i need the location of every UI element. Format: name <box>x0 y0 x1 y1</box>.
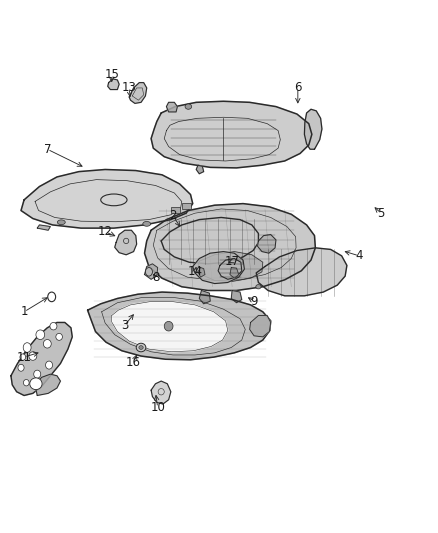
Ellipse shape <box>143 222 151 227</box>
Ellipse shape <box>34 370 41 378</box>
Ellipse shape <box>23 343 31 352</box>
Polygon shape <box>198 268 205 277</box>
Polygon shape <box>198 252 263 281</box>
Polygon shape <box>250 316 271 337</box>
Text: 10: 10 <box>150 401 165 414</box>
Ellipse shape <box>46 361 53 369</box>
Bar <box>182 203 191 209</box>
Ellipse shape <box>30 378 42 390</box>
Polygon shape <box>115 230 137 255</box>
Ellipse shape <box>185 104 192 109</box>
Ellipse shape <box>57 220 65 225</box>
Polygon shape <box>35 374 60 395</box>
Polygon shape <box>129 83 147 103</box>
Text: 13: 13 <box>122 82 137 94</box>
Ellipse shape <box>136 343 146 352</box>
Ellipse shape <box>139 346 143 350</box>
Ellipse shape <box>50 322 57 330</box>
Ellipse shape <box>20 354 25 360</box>
Text: 17: 17 <box>225 255 240 268</box>
Polygon shape <box>304 109 322 149</box>
Polygon shape <box>231 290 242 303</box>
Ellipse shape <box>164 321 173 331</box>
Ellipse shape <box>29 352 37 360</box>
Polygon shape <box>256 248 347 296</box>
Text: 15: 15 <box>104 68 119 81</box>
Ellipse shape <box>145 268 152 276</box>
Ellipse shape <box>56 334 62 340</box>
Polygon shape <box>193 252 244 284</box>
Text: 2: 2 <box>169 209 177 222</box>
Polygon shape <box>196 165 204 174</box>
Polygon shape <box>11 322 72 395</box>
Text: 14: 14 <box>187 265 202 278</box>
Ellipse shape <box>43 340 51 348</box>
Text: 11: 11 <box>17 351 32 364</box>
Text: 6: 6 <box>294 82 302 94</box>
Polygon shape <box>108 79 119 90</box>
Text: 4: 4 <box>355 249 363 262</box>
Polygon shape <box>230 268 239 278</box>
Text: 5: 5 <box>378 207 385 220</box>
Ellipse shape <box>23 379 29 386</box>
Ellipse shape <box>256 285 261 289</box>
Polygon shape <box>166 102 177 112</box>
Polygon shape <box>145 264 158 279</box>
Bar <box>171 207 180 213</box>
Text: 1: 1 <box>20 305 28 318</box>
Polygon shape <box>112 302 228 352</box>
Polygon shape <box>258 235 276 253</box>
Polygon shape <box>151 381 171 404</box>
Text: 8: 8 <box>152 271 159 284</box>
Polygon shape <box>21 169 193 228</box>
Text: 16: 16 <box>126 356 141 369</box>
Polygon shape <box>88 292 271 360</box>
Polygon shape <box>37 225 50 230</box>
Polygon shape <box>199 290 210 304</box>
Polygon shape <box>145 204 315 290</box>
Text: 3: 3 <box>121 319 128 332</box>
Text: 9: 9 <box>250 295 258 308</box>
Polygon shape <box>218 259 242 279</box>
Ellipse shape <box>18 365 24 371</box>
Text: 7: 7 <box>43 143 51 156</box>
Polygon shape <box>151 101 312 168</box>
Polygon shape <box>161 217 258 264</box>
Text: 12: 12 <box>98 225 113 238</box>
Ellipse shape <box>36 330 45 340</box>
